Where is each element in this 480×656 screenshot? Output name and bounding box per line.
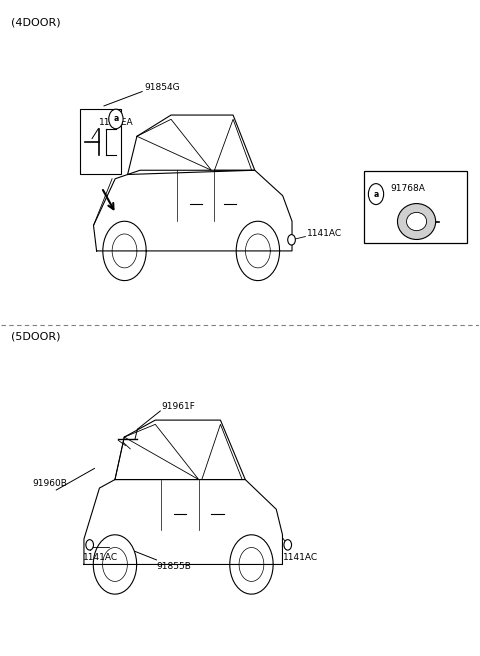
Text: a: a [113,114,119,123]
Ellipse shape [407,213,427,231]
Circle shape [368,184,384,205]
Text: 91768A: 91768A [390,184,425,194]
Circle shape [288,235,295,245]
Text: 91961F: 91961F [161,402,195,411]
Text: 1129EA: 1129EA [99,118,134,127]
Text: 1141AC: 1141AC [83,554,118,562]
Circle shape [109,109,123,129]
Text: a: a [373,190,379,199]
FancyBboxPatch shape [80,109,120,174]
FancyBboxPatch shape [364,171,467,243]
Text: (4DOOR): (4DOOR) [11,18,60,28]
Circle shape [284,540,291,550]
Text: 91854G: 91854G [144,83,180,92]
Text: 1141AC: 1141AC [307,229,342,238]
Text: 91960B: 91960B [33,479,67,488]
Circle shape [86,540,94,550]
Text: 1141AC: 1141AC [283,554,318,562]
Text: 91855B: 91855B [156,562,192,571]
Ellipse shape [397,203,436,239]
Text: (5DOOR): (5DOOR) [11,331,60,341]
